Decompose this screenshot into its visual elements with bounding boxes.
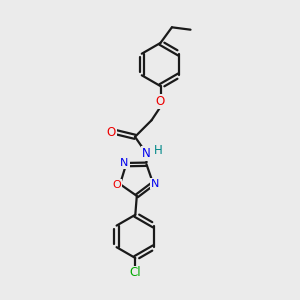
Text: H: H [153, 144, 162, 158]
Text: N: N [142, 147, 151, 160]
Text: Cl: Cl [130, 266, 141, 280]
Text: O: O [106, 126, 116, 139]
Text: O: O [113, 180, 122, 190]
Text: O: O [156, 95, 165, 108]
Text: N: N [151, 178, 159, 189]
Text: N: N [120, 158, 129, 168]
